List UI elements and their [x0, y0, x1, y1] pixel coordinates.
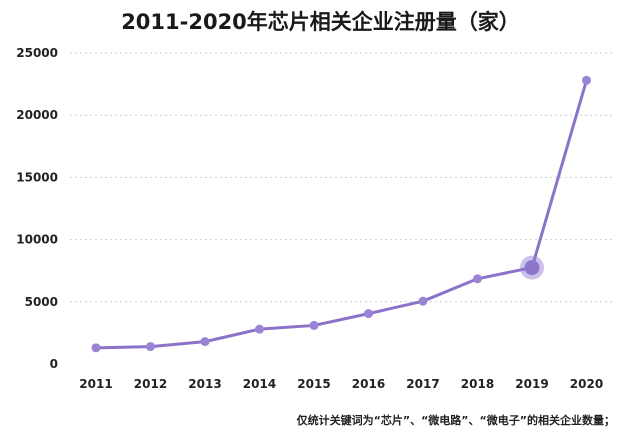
y-tick-label: 20000	[16, 108, 58, 122]
y-tick-label: 25000	[16, 46, 58, 60]
y-tick-label: 5000	[25, 295, 58, 309]
y-tick-label: 0	[50, 357, 58, 371]
data-point	[91, 343, 101, 353]
x-tick-label: 2011	[79, 377, 112, 391]
data-point	[473, 274, 482, 284]
highlight-point	[524, 260, 540, 276]
data-point	[200, 337, 210, 347]
data-point	[364, 309, 373, 319]
grid-lines	[70, 52, 612, 303]
series-line	[95, 79, 588, 350]
y-tick-label: 15000	[16, 170, 58, 184]
series-group	[91, 75, 591, 353]
y-axis-ticks: 0 5000 10000 15000 20000 25000	[16, 46, 58, 371]
x-tick-label: 2016	[352, 377, 385, 391]
chart-footnote: 仅统计关键词为“芯片”、“微电路”、“微电子”的相关企业数量；	[296, 414, 615, 427]
data-point	[582, 75, 591, 85]
x-tick-label: 2020	[570, 377, 603, 391]
x-tick-label: 2012	[134, 377, 167, 391]
chart-title: 2011-2020年芯片相关企业注册量（家）	[121, 10, 520, 34]
data-point	[418, 296, 428, 306]
x-tick-label: 2014	[243, 377, 276, 391]
x-tick-label: 2013	[188, 377, 221, 391]
data-point	[146, 342, 155, 352]
x-tick-label: 2015	[297, 377, 330, 391]
data-point	[309, 320, 319, 330]
x-tick-label: 2018	[461, 377, 494, 391]
y-tick-label: 10000	[16, 233, 58, 247]
x-tick-label: 2019	[515, 377, 548, 391]
data-point	[255, 324, 264, 334]
x-axis-ticks: 2011 2012 2013 2014 2015 2016 2017 2018 2019 2020	[79, 377, 603, 391]
x-tick-label: 2017	[406, 377, 439, 391]
